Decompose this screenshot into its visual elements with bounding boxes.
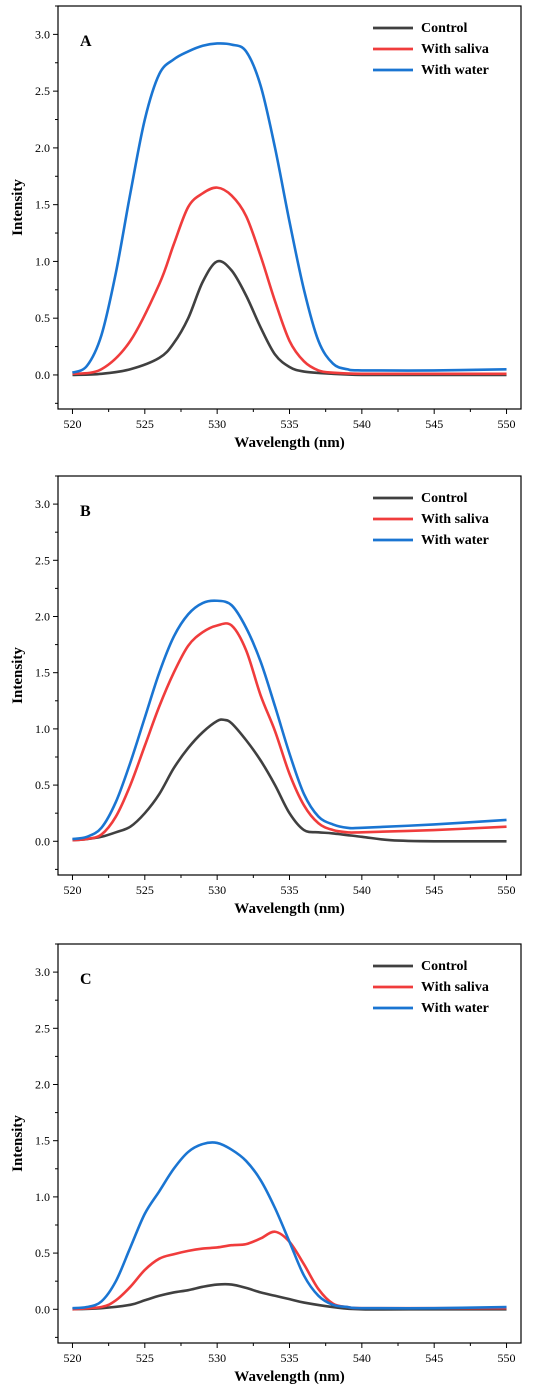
- y-tick-label: 3.0: [35, 965, 50, 979]
- legend-entry: With water: [421, 63, 489, 78]
- series-line-with-water: [71, 42, 507, 374]
- series-line-with-saliva: [72, 186, 507, 376]
- x-tick-label: 520: [63, 417, 81, 431]
- y-tick-label: 0.5: [35, 778, 50, 792]
- legend-entry: With saliva: [421, 980, 489, 995]
- y-tick-label: 1.5: [35, 666, 50, 680]
- x-tick-label: 520: [63, 1351, 81, 1365]
- x-tick-label: 530: [208, 1351, 226, 1365]
- legend-entry: With saliva: [421, 42, 489, 57]
- y-axis-label: Intensity: [10, 1115, 26, 1172]
- panel-label: A: [80, 33, 92, 50]
- y-tick-label: 1.0: [35, 254, 50, 268]
- chart-panel-a: 520 525 530 535 540 545 550 0.0 0.5 1.0 1.5 2.0 2.5 3…: [10, 5, 522, 451]
- y-axis-label: Intensity: [10, 647, 26, 704]
- x-tick-label: 540: [353, 883, 371, 897]
- x-tick-label: 535: [281, 417, 299, 431]
- series-line-with-water: [72, 599, 507, 841]
- y-tick-label: 0.0: [35, 368, 50, 382]
- y-tick-label: 1.5: [35, 1134, 50, 1148]
- y-axis-label: Intensity: [10, 179, 26, 236]
- y-tick-label: 2.5: [35, 84, 50, 98]
- y-tick-label: 0.0: [35, 1302, 50, 1316]
- y-tick-label: 1.0: [35, 1190, 50, 1204]
- x-tick-label: 530: [208, 417, 226, 431]
- y-tick-label: 2.5: [35, 553, 50, 567]
- x-tick-label: 525: [136, 1351, 154, 1365]
- x-axis-label: Wavelength (nm): [234, 901, 344, 917]
- y-tick-label: 0.0: [35, 834, 50, 848]
- panel-label: B: [80, 503, 91, 520]
- y-tick-label: 3.0: [35, 27, 50, 41]
- legend-entry: Control: [421, 959, 468, 974]
- x-tick-label: 530: [208, 883, 226, 897]
- y-tick-label: 2.0: [35, 141, 50, 155]
- legend-entry: With saliva: [421, 512, 489, 527]
- y-tick-label: 0.5: [35, 311, 50, 325]
- x-tick-label: 545: [425, 883, 443, 897]
- x-tick-label: 535: [281, 883, 299, 897]
- y-tick-label: 3.0: [35, 497, 50, 511]
- panel-label: C: [80, 971, 92, 988]
- legend-entry: Control: [421, 491, 468, 506]
- chart-panel-c: 520 525 530 535 540 545 550 0.0 0.5 1.0 1.5 2.0 2.5 3…: [10, 943, 522, 1385]
- x-axis-label: Wavelength (nm): [234, 1369, 344, 1385]
- legend-entry: With water: [421, 1001, 489, 1016]
- y-tick-label: 1.0: [35, 722, 50, 736]
- x-tick-label: 550: [498, 417, 516, 431]
- series-line-control: [72, 718, 507, 843]
- x-axis-label: Wavelength (nm): [234, 435, 344, 451]
- x-tick-label: 535: [281, 1351, 299, 1365]
- x-tick-label: 525: [136, 883, 154, 897]
- x-tick-label: 540: [353, 1351, 371, 1365]
- y-tick-label: 2.0: [35, 1077, 50, 1091]
- x-tick-label: 545: [425, 417, 443, 431]
- y-tick-label: 2.0: [35, 609, 50, 623]
- series-line-with-water: [72, 1141, 507, 1310]
- x-tick-label: 550: [498, 1351, 516, 1365]
- y-tick-label: 0.5: [35, 1246, 50, 1260]
- x-tick-label: 545: [425, 1351, 443, 1365]
- series-line-control: [72, 259, 507, 377]
- x-tick-label: 520: [63, 883, 81, 897]
- chart-panel-b: 520 525 530 535 540 545 550 0.0 0.5 1.0 1.5 2.0 2.5 3…: [10, 475, 522, 917]
- y-tick-label: 2.5: [35, 1021, 50, 1035]
- series-line-control: [72, 1282, 507, 1311]
- y-tick-label: 1.5: [35, 198, 50, 212]
- legend-entry: Control: [421, 21, 468, 36]
- x-tick-label: 550: [498, 883, 516, 897]
- series-line-with-saliva: [72, 622, 507, 842]
- x-tick-label: 540: [353, 417, 371, 431]
- legend-entry: With water: [421, 533, 489, 548]
- x-tick-label: 525: [136, 417, 154, 431]
